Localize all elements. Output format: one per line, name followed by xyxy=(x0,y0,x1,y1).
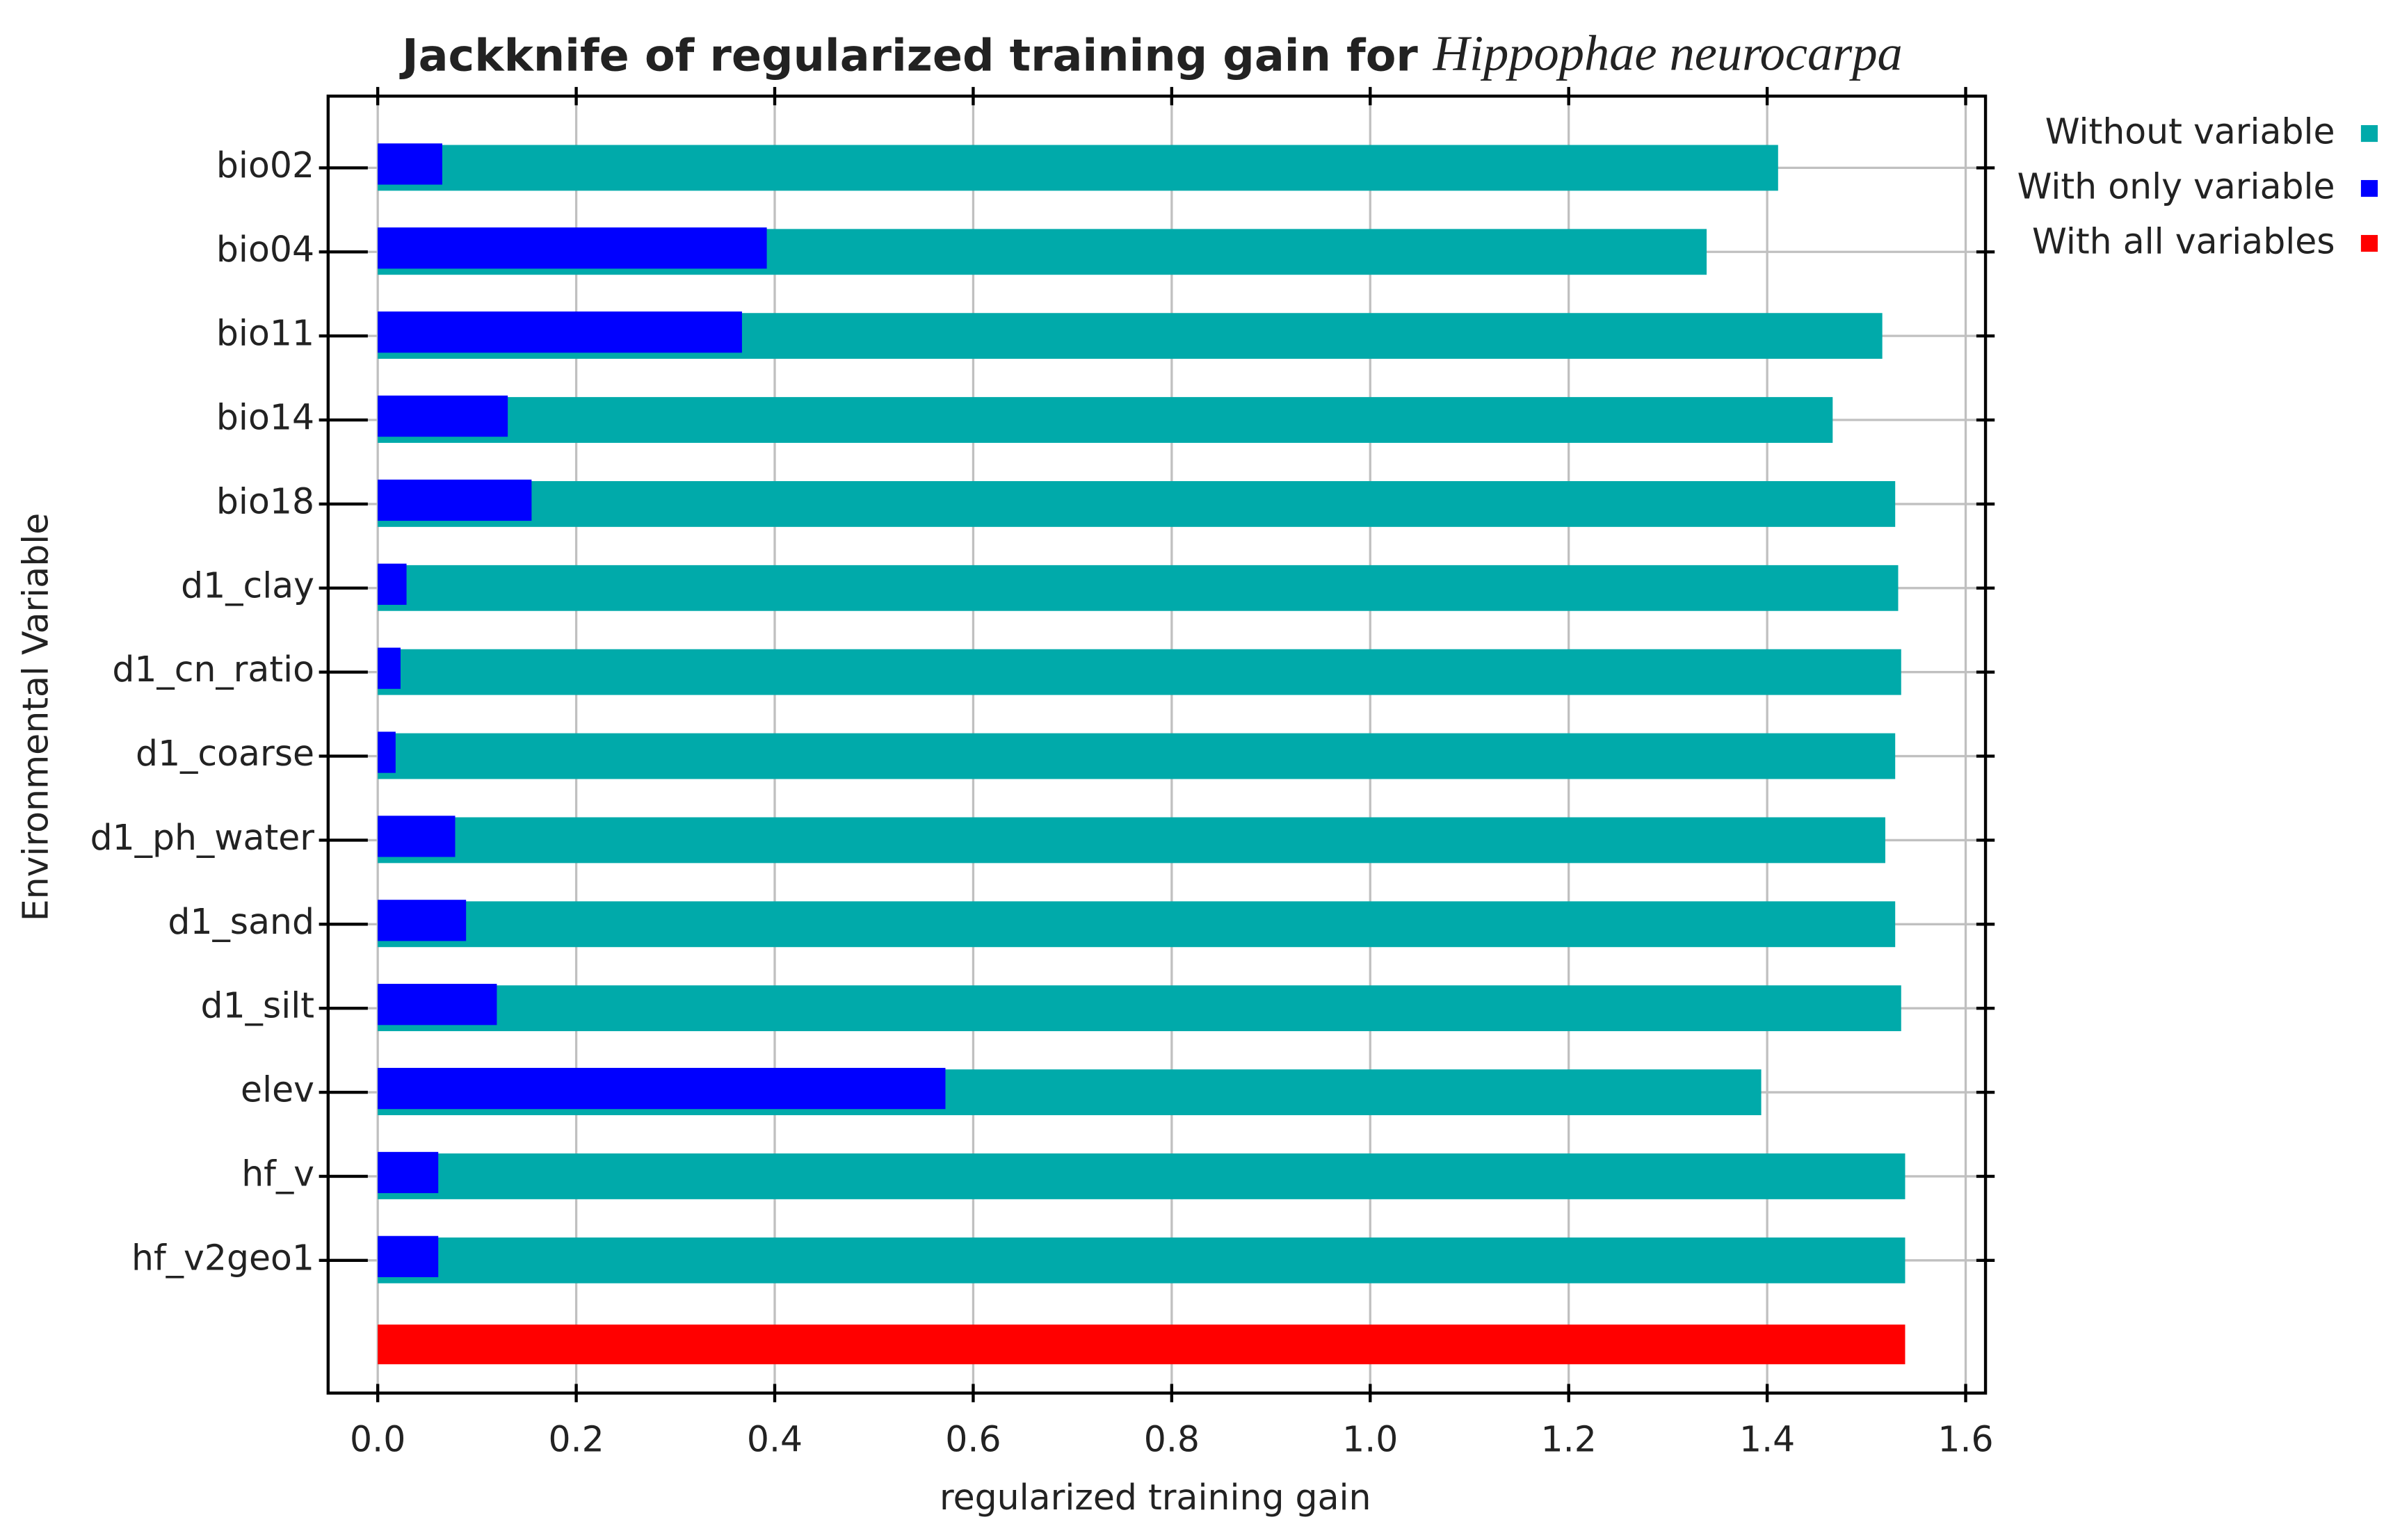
x-tick-label: 0.0 xyxy=(350,1418,405,1459)
y-tick-label: bio04 xyxy=(216,229,314,270)
y-tick-label: hf_v2geo1 xyxy=(131,1237,314,1278)
bar xyxy=(378,145,1778,191)
bar xyxy=(378,479,532,521)
bar xyxy=(378,1153,1905,1199)
x-tick-label: 1.2 xyxy=(1541,1418,1597,1459)
bar xyxy=(378,816,456,857)
bar xyxy=(378,1237,1905,1283)
bar xyxy=(378,227,767,269)
bar xyxy=(378,647,401,689)
x-tick-label: 0.4 xyxy=(747,1418,803,1459)
bar xyxy=(378,731,396,773)
bar xyxy=(378,1151,439,1194)
y-tick-label: bio02 xyxy=(216,145,314,186)
chart-title: Jackknife of regularized training gain f… xyxy=(399,24,1903,81)
title-species: Hippophae neurocarpa xyxy=(1433,24,1903,81)
y-tick-label: bio11 xyxy=(216,313,314,354)
y-tick-label: elev xyxy=(241,1069,314,1110)
bar xyxy=(378,1067,946,1110)
legend-swatch xyxy=(2360,234,2378,252)
bar xyxy=(378,901,1896,948)
bar xyxy=(378,985,1901,1032)
y-tick-label: d1_silt xyxy=(201,985,315,1026)
x-tick-label: 1.6 xyxy=(1937,1418,1993,1459)
bar xyxy=(378,480,1896,527)
y-axis-label: Environmental Variable xyxy=(15,513,56,922)
y-tick-label: bio14 xyxy=(216,397,314,438)
legend-label: With all variables xyxy=(2032,221,2335,262)
x-tick-label: 1.4 xyxy=(1739,1418,1795,1459)
y-tick-label: hf_v xyxy=(241,1153,314,1194)
x-tick-label: 0.8 xyxy=(1144,1418,1200,1459)
bar xyxy=(378,395,508,437)
plot-frame xyxy=(326,95,1988,1395)
bar xyxy=(378,649,1901,695)
legend-label: With only variable xyxy=(2017,166,2335,207)
x-tick-label: 0.2 xyxy=(548,1418,604,1459)
bar xyxy=(378,311,742,353)
legend-swatch xyxy=(2360,124,2378,143)
bar xyxy=(378,984,497,1026)
bar xyxy=(378,143,442,185)
bar xyxy=(378,1235,439,1277)
y-tick-label: d1_sand xyxy=(168,901,314,942)
x-tick-label: 1.0 xyxy=(1342,1418,1398,1459)
title-text: Jackknife of regularized training gain f… xyxy=(399,30,1418,81)
y-tick-label: d1_clay xyxy=(181,565,314,606)
bar xyxy=(378,900,467,941)
x-axis-label: regularized training gain xyxy=(940,1477,1371,1518)
legend-swatch xyxy=(2360,179,2378,197)
bar xyxy=(378,397,1833,443)
x-tick-label: 0.6 xyxy=(945,1418,1001,1459)
y-tick-label: d1_ph_water xyxy=(90,817,315,858)
legend-label: Without variable xyxy=(2045,111,2335,152)
bar xyxy=(378,733,1896,779)
bar xyxy=(378,1324,1905,1365)
bar xyxy=(378,817,1885,864)
y-tick-label: d1_coarse xyxy=(136,733,314,774)
y-tick-label: d1_cn_ratio xyxy=(112,649,314,690)
bar xyxy=(378,565,1899,611)
y-tick-label: bio18 xyxy=(216,480,314,521)
bar xyxy=(378,563,407,605)
